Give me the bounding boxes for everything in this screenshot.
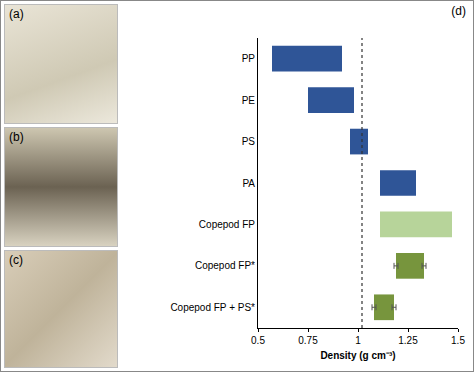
html-text:(c): (c) <box>9 253 23 267</box>
svg-text:0.75: 0.75 <box>298 335 318 346</box>
svg-text:PA: PA <box>242 178 255 189</box>
svg-text:1.25: 1.25 <box>398 335 418 346</box>
html-text:(d): (d) <box>451 4 466 18</box>
svg-text:1: 1 <box>355 335 361 346</box>
svg-text:PE: PE <box>242 95 256 106</box>
svg-text:1.5: 1.5 <box>451 335 465 346</box>
svg-text:0.5: 0.5 <box>251 335 265 346</box>
svg-text:PP: PP <box>242 53 256 64</box>
svg-text:Copepod FP + PS*: Copepod FP + PS* <box>170 302 255 313</box>
svg-text:Copepod FP: Copepod FP <box>199 219 255 230</box>
svg-text:Density (g cm⁻³): Density (g cm⁻³) <box>320 350 395 361</box>
html-text:(a): (a) <box>9 7 24 21</box>
svg-text:PS: PS <box>242 136 256 147</box>
html-text:(b): (b) <box>9 130 24 144</box>
svg-text:Copepod FP*: Copepod FP* <box>195 260 255 271</box>
